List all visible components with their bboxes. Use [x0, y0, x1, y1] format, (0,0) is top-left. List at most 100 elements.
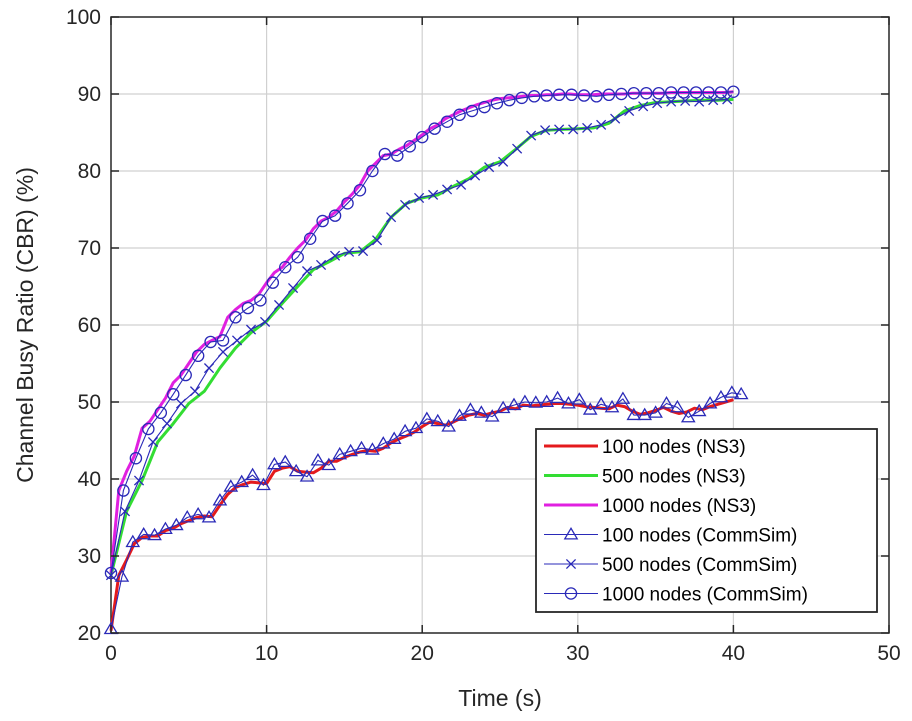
data-point	[212, 493, 228, 506]
data-point	[577, 89, 591, 102]
series-3	[103, 385, 749, 635]
data-point	[191, 349, 205, 363]
x-stroke	[372, 235, 383, 246]
y-tick-label: 50	[78, 391, 101, 414]
data-point	[119, 506, 131, 517]
x-stroke	[456, 179, 467, 190]
data-point	[229, 311, 242, 324]
legend-label: 100 nodes (NS3)	[602, 437, 746, 458]
data-point	[353, 183, 367, 197]
data-point	[638, 101, 649, 112]
data-point	[664, 86, 678, 99]
axis-ticks: 0 10 20 30 40 50 20 30 40 50 60 70 80 90 100	[66, 6, 901, 665]
data-point	[201, 510, 217, 523]
data-point	[291, 250, 304, 264]
x-axis-label: Time (s)	[458, 685, 541, 711]
series-5	[104, 85, 740, 580]
x-stroke	[624, 105, 635, 116]
data-point	[158, 521, 173, 535]
legend-box	[535, 428, 878, 613]
x-tick-label: 30	[566, 642, 589, 665]
x-stroke	[554, 124, 565, 135]
x-stroke	[470, 170, 481, 181]
data-point	[626, 407, 642, 421]
data-point	[724, 385, 740, 398]
data-point	[540, 125, 551, 136]
data-point	[366, 164, 379, 178]
data-point	[539, 394, 555, 407]
x-stroke	[666, 96, 677, 107]
legend: 100 nodes (NS3) 500 nodes (NS3) 1000 nodes…	[535, 428, 878, 613]
y-tick-label: 100	[66, 6, 101, 29]
x-stroke	[498, 156, 509, 167]
y-tick-label: 20	[78, 622, 101, 645]
data-point	[397, 423, 413, 437]
data-point	[652, 98, 663, 109]
series-4	[105, 94, 733, 581]
data-point	[330, 250, 341, 261]
data-point	[147, 527, 162, 541]
data-point	[179, 368, 192, 382]
x-stroke	[259, 316, 271, 327]
data-point	[321, 457, 337, 471]
series-line	[109, 97, 734, 576]
data-point	[341, 197, 354, 210]
series-layer	[103, 85, 749, 635]
data-point	[659, 396, 674, 409]
data-point	[565, 88, 578, 102]
x-stroke	[386, 212, 397, 223]
data-point	[708, 95, 719, 106]
data-point	[552, 88, 566, 102]
data-point	[484, 162, 495, 173]
legend-marker	[564, 587, 578, 600]
legend-marker	[563, 527, 579, 540]
data-point	[166, 388, 180, 401]
data-point	[104, 566, 118, 580]
data-point	[506, 397, 522, 411]
data-point	[386, 431, 402, 444]
data-point	[666, 96, 677, 107]
data-point	[277, 454, 293, 468]
x-stroke	[175, 398, 187, 409]
x-tick-label: 20	[411, 642, 434, 665]
data-point	[561, 396, 576, 409]
data-point	[602, 88, 616, 102]
data-point	[478, 100, 491, 114]
data-point	[615, 87, 628, 101]
data-point	[442, 184, 453, 195]
data-point	[303, 232, 317, 246]
legend-label: 100 nodes (CommSim)	[602, 526, 797, 547]
x-stroke	[189, 386, 201, 397]
legend-marker	[565, 558, 577, 570]
legend-label: 1000 nodes (CommSim)	[602, 585, 808, 606]
data-point	[582, 122, 593, 133]
legend-label: 500 nodes (CommSim)	[602, 555, 797, 576]
x-stroke	[316, 259, 327, 270]
x-stroke	[582, 122, 593, 133]
data-point	[175, 398, 187, 409]
x-stroke	[596, 119, 607, 130]
data-point	[117, 484, 130, 497]
data-point	[550, 390, 565, 404]
x-stroke	[428, 189, 439, 200]
data-point	[234, 474, 250, 488]
data-point	[245, 324, 257, 335]
data-point	[568, 124, 579, 135]
x-stroke	[301, 266, 313, 277]
y-tick-label: 90	[78, 83, 101, 106]
data-point	[495, 400, 511, 414]
data-point	[154, 406, 168, 420]
data-point	[528, 395, 544, 408]
data-point	[217, 346, 229, 358]
data-point	[652, 86, 665, 100]
data-point	[615, 391, 631, 404]
data-point	[441, 419, 456, 432]
data-point	[189, 386, 201, 397]
data-point	[465, 104, 479, 118]
x-stroke	[512, 143, 523, 154]
y-tick-label: 60	[78, 314, 101, 337]
data-point	[648, 405, 663, 418]
data-point	[484, 409, 500, 422]
series-1	[109, 97, 734, 576]
data-point	[453, 108, 466, 122]
